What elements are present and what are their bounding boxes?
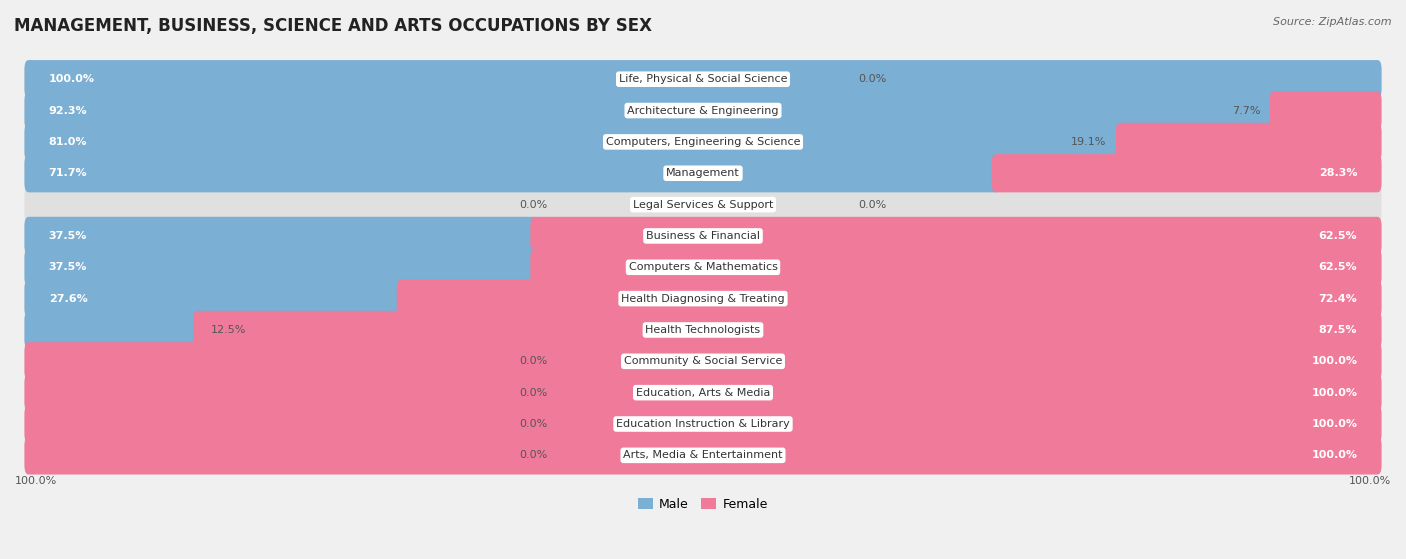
FancyBboxPatch shape	[24, 217, 1382, 255]
Text: 100.0%: 100.0%	[1312, 387, 1357, 397]
FancyBboxPatch shape	[24, 280, 405, 318]
Text: 0.0%: 0.0%	[520, 387, 548, 397]
Text: Education, Arts & Media: Education, Arts & Media	[636, 387, 770, 397]
FancyBboxPatch shape	[24, 342, 1382, 381]
Text: Life, Physical & Social Science: Life, Physical & Social Science	[619, 74, 787, 84]
Text: 62.5%: 62.5%	[1319, 262, 1357, 272]
FancyBboxPatch shape	[991, 154, 1382, 192]
Text: 37.5%: 37.5%	[49, 231, 87, 241]
FancyBboxPatch shape	[24, 436, 1382, 475]
FancyBboxPatch shape	[24, 311, 1382, 349]
Text: 100.0%: 100.0%	[1348, 476, 1391, 486]
Text: 0.0%: 0.0%	[520, 356, 548, 366]
Text: 0.0%: 0.0%	[520, 419, 548, 429]
FancyBboxPatch shape	[24, 311, 201, 349]
Text: 7.7%: 7.7%	[1232, 106, 1260, 116]
FancyBboxPatch shape	[24, 123, 1382, 161]
Text: 100.0%: 100.0%	[49, 74, 94, 84]
FancyBboxPatch shape	[24, 342, 1382, 381]
Text: 0.0%: 0.0%	[858, 200, 886, 210]
Text: 72.4%: 72.4%	[1319, 293, 1357, 304]
FancyBboxPatch shape	[24, 248, 1382, 286]
Text: MANAGEMENT, BUSINESS, SCIENCE AND ARTS OCCUPATIONS BY SEX: MANAGEMENT, BUSINESS, SCIENCE AND ARTS O…	[14, 17, 652, 35]
FancyBboxPatch shape	[24, 123, 1125, 161]
FancyBboxPatch shape	[530, 248, 1382, 286]
Text: 28.3%: 28.3%	[1319, 168, 1357, 178]
FancyBboxPatch shape	[24, 186, 1382, 224]
FancyBboxPatch shape	[396, 280, 1382, 318]
FancyBboxPatch shape	[24, 248, 538, 286]
Text: Architecture & Engineering: Architecture & Engineering	[627, 106, 779, 116]
Text: Legal Services & Support: Legal Services & Support	[633, 200, 773, 210]
Text: 37.5%: 37.5%	[49, 262, 87, 272]
FancyBboxPatch shape	[24, 217, 538, 255]
FancyBboxPatch shape	[24, 436, 1382, 475]
Text: 87.5%: 87.5%	[1319, 325, 1357, 335]
Text: 12.5%: 12.5%	[211, 325, 246, 335]
Text: Computers, Engineering & Science: Computers, Engineering & Science	[606, 137, 800, 147]
Text: 71.7%: 71.7%	[49, 168, 87, 178]
FancyBboxPatch shape	[24, 373, 1382, 412]
FancyBboxPatch shape	[24, 405, 1382, 443]
Text: Education Instruction & Library: Education Instruction & Library	[616, 419, 790, 429]
Text: 100.0%: 100.0%	[1312, 356, 1357, 366]
Text: Computers & Mathematics: Computers & Mathematics	[628, 262, 778, 272]
Text: 81.0%: 81.0%	[49, 137, 87, 147]
FancyBboxPatch shape	[24, 154, 1382, 192]
FancyBboxPatch shape	[1116, 123, 1382, 161]
FancyBboxPatch shape	[530, 217, 1382, 255]
Text: 100.0%: 100.0%	[1312, 419, 1357, 429]
Text: 0.0%: 0.0%	[858, 74, 886, 84]
FancyBboxPatch shape	[24, 154, 1000, 192]
Legend: Male, Female: Male, Female	[633, 493, 773, 516]
Text: Business & Financial: Business & Financial	[645, 231, 761, 241]
Text: Source: ZipAtlas.com: Source: ZipAtlas.com	[1274, 17, 1392, 27]
Text: Arts, Media & Entertainment: Arts, Media & Entertainment	[623, 451, 783, 461]
Text: 62.5%: 62.5%	[1319, 231, 1357, 241]
Text: Health Diagnosing & Treating: Health Diagnosing & Treating	[621, 293, 785, 304]
Text: 0.0%: 0.0%	[520, 451, 548, 461]
Text: Health Technologists: Health Technologists	[645, 325, 761, 335]
Text: 100.0%: 100.0%	[1312, 451, 1357, 461]
Text: 19.1%: 19.1%	[1071, 137, 1107, 147]
FancyBboxPatch shape	[24, 60, 1382, 98]
FancyBboxPatch shape	[193, 311, 1382, 349]
Text: 27.6%: 27.6%	[49, 293, 87, 304]
FancyBboxPatch shape	[24, 60, 1382, 98]
FancyBboxPatch shape	[24, 405, 1382, 443]
FancyBboxPatch shape	[1270, 92, 1382, 130]
Text: Community & Social Service: Community & Social Service	[624, 356, 782, 366]
Text: 92.3%: 92.3%	[49, 106, 87, 116]
Text: Management: Management	[666, 168, 740, 178]
Text: 100.0%: 100.0%	[15, 476, 58, 486]
FancyBboxPatch shape	[24, 92, 1278, 130]
FancyBboxPatch shape	[24, 280, 1382, 318]
FancyBboxPatch shape	[24, 373, 1382, 412]
FancyBboxPatch shape	[24, 92, 1382, 130]
Text: 0.0%: 0.0%	[520, 200, 548, 210]
